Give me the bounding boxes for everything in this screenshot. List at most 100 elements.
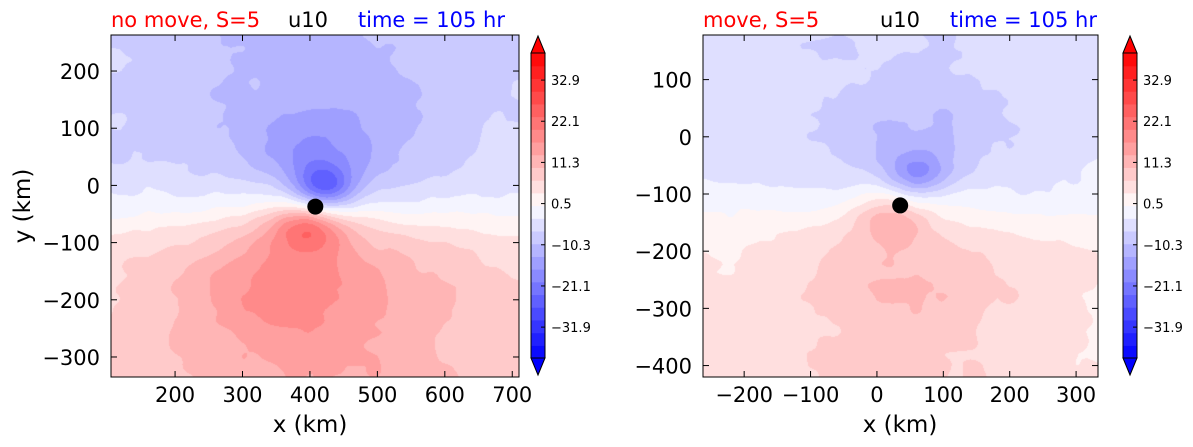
colorbar-level bbox=[531, 332, 545, 346]
y-tick-label: 200 bbox=[60, 60, 100, 84]
colorbar-frame bbox=[1122, 52, 1138, 359]
colorbar-level bbox=[1123, 243, 1137, 257]
x-tick-label: 0 bbox=[870, 383, 883, 407]
colorbar-level bbox=[531, 78, 545, 92]
colorbar-level bbox=[531, 294, 545, 308]
colorbar-level bbox=[531, 141, 545, 156]
colorbar-level bbox=[1123, 192, 1137, 207]
x-tick-label: 300 bbox=[222, 383, 262, 407]
x-axis-label: x (km) bbox=[273, 412, 348, 438]
colorbar-level bbox=[1123, 281, 1137, 296]
colorbar-tick-label: 11.3 bbox=[551, 156, 580, 171]
colorbar-level bbox=[531, 230, 545, 245]
colorbar-level bbox=[531, 307, 545, 321]
x-tick-label: −100 bbox=[782, 383, 840, 407]
colorbar-level bbox=[531, 269, 545, 283]
colorbar-extend-min bbox=[530, 357, 546, 377]
panel-title-right: time = 105 hr bbox=[358, 8, 505, 32]
panel-no-move: 200 300 400 500 600 700 −300 −200 −100 0 100 200 n… bbox=[10, 8, 591, 438]
colorbar-extend-min bbox=[1122, 357, 1138, 377]
panel-title-left: move, S=5 bbox=[703, 8, 819, 32]
colorbar-level bbox=[1123, 103, 1137, 118]
y-tick-label: −400 bbox=[634, 355, 692, 379]
y-tick-label: −100 bbox=[42, 232, 100, 256]
x-tick-label: 700 bbox=[492, 383, 532, 407]
colorbar-level bbox=[531, 154, 545, 168]
colorbar-tick-label: 32.9 bbox=[1143, 74, 1172, 89]
colorbar-level bbox=[531, 53, 545, 67]
colorbar-level bbox=[531, 91, 545, 105]
panel-move: −200 −100 0 100 200 300 −400−300−200−1000100 … bbox=[634, 8, 1183, 438]
colorbar-extend-max bbox=[530, 34, 546, 54]
colorbar-level bbox=[1123, 91, 1137, 105]
colorbar-tick-label: −21.1 bbox=[551, 280, 591, 295]
y-tick-label: −200 bbox=[634, 240, 692, 264]
colorbar-level bbox=[1123, 218, 1137, 232]
colorbar-level bbox=[531, 281, 545, 296]
colorbar-level bbox=[531, 218, 545, 232]
y-tick-label: 0 bbox=[87, 174, 100, 198]
x-axis-label: x (km) bbox=[863, 412, 938, 438]
colorbar-level bbox=[1123, 167, 1137, 181]
colorbar-tick-label: −31.9 bbox=[1143, 321, 1183, 336]
plot-frame bbox=[702, 34, 1099, 378]
storm-center-marker bbox=[307, 198, 324, 215]
y-tick-label: −300 bbox=[634, 297, 692, 321]
y-axis-label: y (km) bbox=[10, 169, 36, 244]
x-tick-label: 100 bbox=[923, 383, 963, 407]
colorbar-level bbox=[1123, 332, 1137, 346]
panel-title-center: u10 bbox=[880, 8, 920, 32]
plot-frame bbox=[110, 34, 520, 378]
colorbar-level bbox=[1123, 256, 1137, 270]
colorbar-level bbox=[1123, 78, 1137, 92]
colorbar-level bbox=[531, 167, 545, 181]
panel-title-left: no move, S=5 bbox=[111, 8, 260, 32]
x-tick-label: −200 bbox=[715, 383, 773, 407]
colorbar-level bbox=[531, 319, 545, 334]
colorbar-level bbox=[1123, 180, 1137, 194]
panel-title-center: u10 bbox=[288, 8, 328, 32]
colorbar-extend-max bbox=[1122, 34, 1138, 54]
storm-center-marker bbox=[892, 197, 909, 214]
colorbar-level bbox=[1123, 154, 1137, 168]
colorbar: 32.9 22.1 11.3 0.5 −10.3 −21.1 −31.9 bbox=[530, 34, 591, 377]
colorbar: 32.9 22.1 11.3 0.5 −10.3 −21.1 −31.9 bbox=[1122, 34, 1183, 377]
colorbar-frame bbox=[530, 52, 546, 359]
y-tick-label: 0 bbox=[679, 126, 692, 150]
colorbar-tick-label: −31.9 bbox=[551, 321, 591, 336]
colorbar-tick-label: −21.1 bbox=[1143, 280, 1183, 295]
colorbar-tick-label: −10.3 bbox=[551, 239, 591, 254]
colorbar-level bbox=[1123, 53, 1137, 67]
colorbar-tick-label: 0.5 bbox=[1143, 198, 1164, 213]
colorbar-level bbox=[1123, 269, 1137, 283]
colorbar-level bbox=[531, 256, 545, 270]
colorbar-level bbox=[531, 129, 545, 143]
colorbar-level bbox=[1123, 307, 1137, 321]
colorbar-level bbox=[1123, 319, 1137, 334]
colorbar-level bbox=[531, 103, 545, 118]
x-tick-label: 300 bbox=[1056, 383, 1096, 407]
colorbar-level bbox=[531, 116, 545, 130]
colorbar-level bbox=[531, 243, 545, 257]
x-tick-label: 200 bbox=[155, 383, 195, 407]
colorbar-tick-label: 32.9 bbox=[551, 74, 580, 89]
x-tick-label: 600 bbox=[425, 383, 465, 407]
colorbar-level bbox=[1123, 230, 1137, 245]
colorbar-level bbox=[1123, 116, 1137, 130]
y-tick-label: −300 bbox=[42, 346, 100, 370]
y-tick-label: 100 bbox=[60, 117, 100, 141]
colorbar-level bbox=[531, 180, 545, 194]
colorbar-level bbox=[1123, 345, 1137, 359]
colorbar-tick-label: 22.1 bbox=[1143, 115, 1172, 130]
y-tick-label: 100 bbox=[652, 69, 692, 93]
colorbar-level bbox=[531, 205, 545, 219]
colorbar-tick-label: 22.1 bbox=[551, 115, 580, 130]
panel-title-right: time = 105 hr bbox=[950, 8, 1097, 32]
colorbar-level bbox=[531, 192, 545, 207]
colorbar-level bbox=[1123, 205, 1137, 219]
colorbar-level bbox=[531, 345, 545, 359]
colorbar-tick-label: 0.5 bbox=[551, 198, 572, 213]
colorbar-level bbox=[1123, 65, 1137, 80]
colorbar-tick-label: 11.3 bbox=[1143, 156, 1172, 171]
